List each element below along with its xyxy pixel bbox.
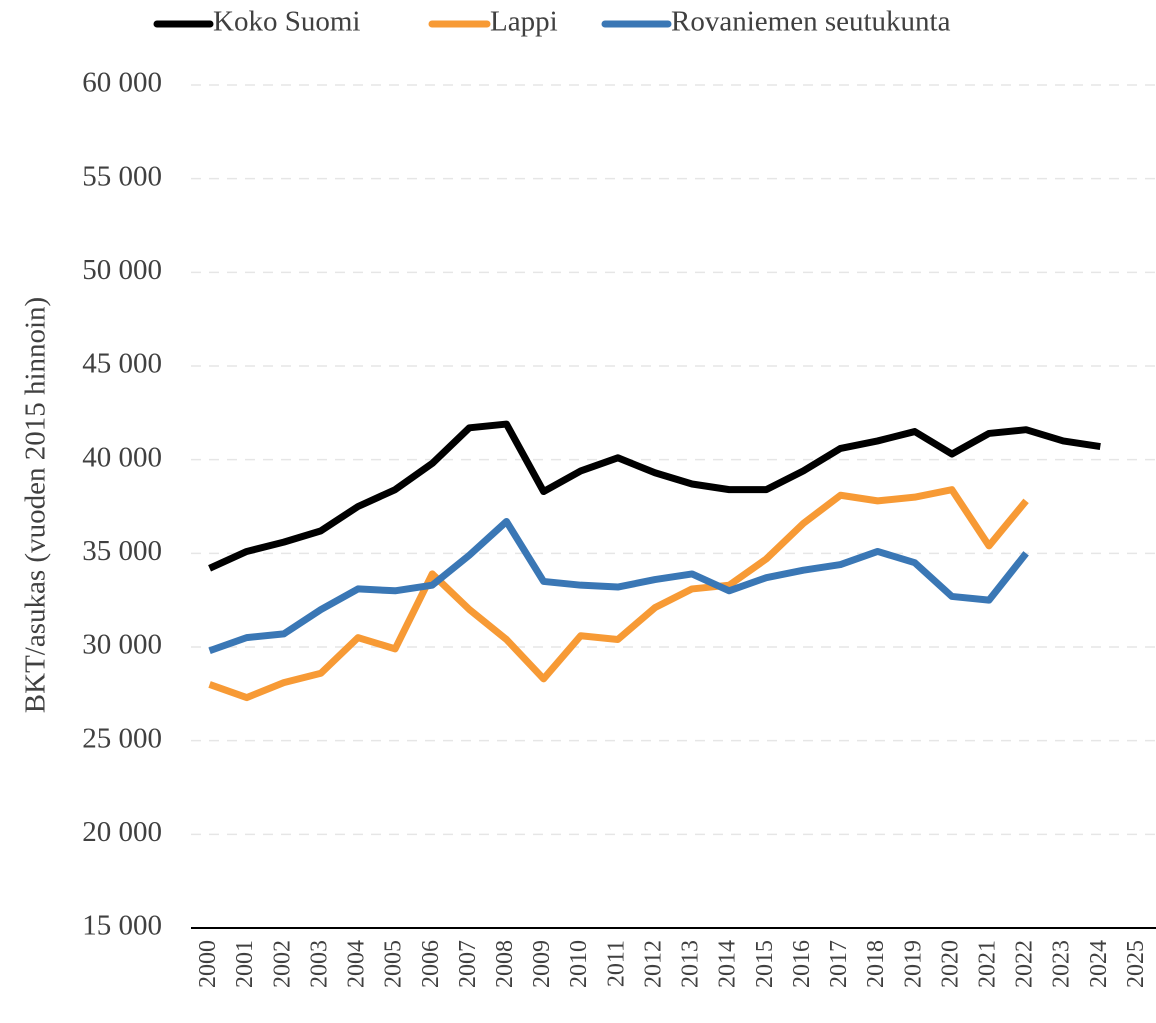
x-tick-label: 2006 [418, 940, 444, 988]
series-line [208, 517, 1029, 655]
x-tick-label: 2008 [492, 940, 518, 988]
legend-label: Lappi [490, 6, 558, 38]
x-tick-label: 2004 [344, 940, 370, 988]
y-tick-label: 30 000 [82, 629, 162, 661]
x-tick-label: 2013 [678, 940, 704, 988]
x-tick-label: 2019 [900, 940, 926, 988]
x-tick-label: 2002 [269, 940, 295, 988]
y-tick-label: 20 000 [82, 816, 162, 848]
y-tick-label: 50 000 [82, 254, 162, 286]
x-tick-label: 2012 [640, 940, 666, 988]
x-tick-label: 2005 [381, 940, 407, 988]
x-tick-label: 2022 [1012, 940, 1038, 988]
x-tick-label: 2001 [232, 940, 258, 988]
y-tick-label: 15 000 [82, 910, 162, 942]
y-tick-label: 45 000 [82, 348, 162, 380]
x-tick-label: 2020 [937, 940, 963, 988]
x-tick-label: 2025 [1123, 940, 1149, 988]
series-line [208, 420, 1101, 572]
legend-label: Koko Suomi [213, 6, 360, 38]
x-tick-label: 2016 [789, 940, 815, 988]
y-tick-label: 55 000 [82, 160, 162, 192]
x-tick-label: 2010 [566, 940, 592, 988]
x-tick-label: 2018 [863, 940, 889, 988]
y-tick-label: 40 000 [82, 441, 162, 473]
legend-label: Rovaniemen seutukunta [671, 6, 951, 38]
x-tick-label: 2021 [974, 940, 1000, 988]
x-tick-label: 2024 [1086, 940, 1112, 988]
x-tick-label: 2015 [752, 940, 778, 988]
series-line [208, 486, 1029, 702]
x-tick-label: 2003 [306, 940, 332, 988]
x-tick-label: 2011 [603, 940, 629, 987]
x-tick-label: 2017 [826, 940, 852, 988]
x-tick-label: 2014 [715, 940, 741, 988]
y-tick-label: 35 000 [82, 535, 162, 567]
x-tick-label: 2009 [529, 940, 555, 988]
y-axis-label: BKT/asukas (vuoden 2015 hinnoin) [20, 297, 52, 713]
x-tick-label: 2000 [195, 940, 221, 988]
x-tick-label: 2007 [455, 940, 481, 988]
y-tick-label: 60 000 [82, 67, 162, 99]
x-tick-label: 2023 [1049, 940, 1075, 988]
y-tick-label: 25 000 [82, 722, 162, 754]
